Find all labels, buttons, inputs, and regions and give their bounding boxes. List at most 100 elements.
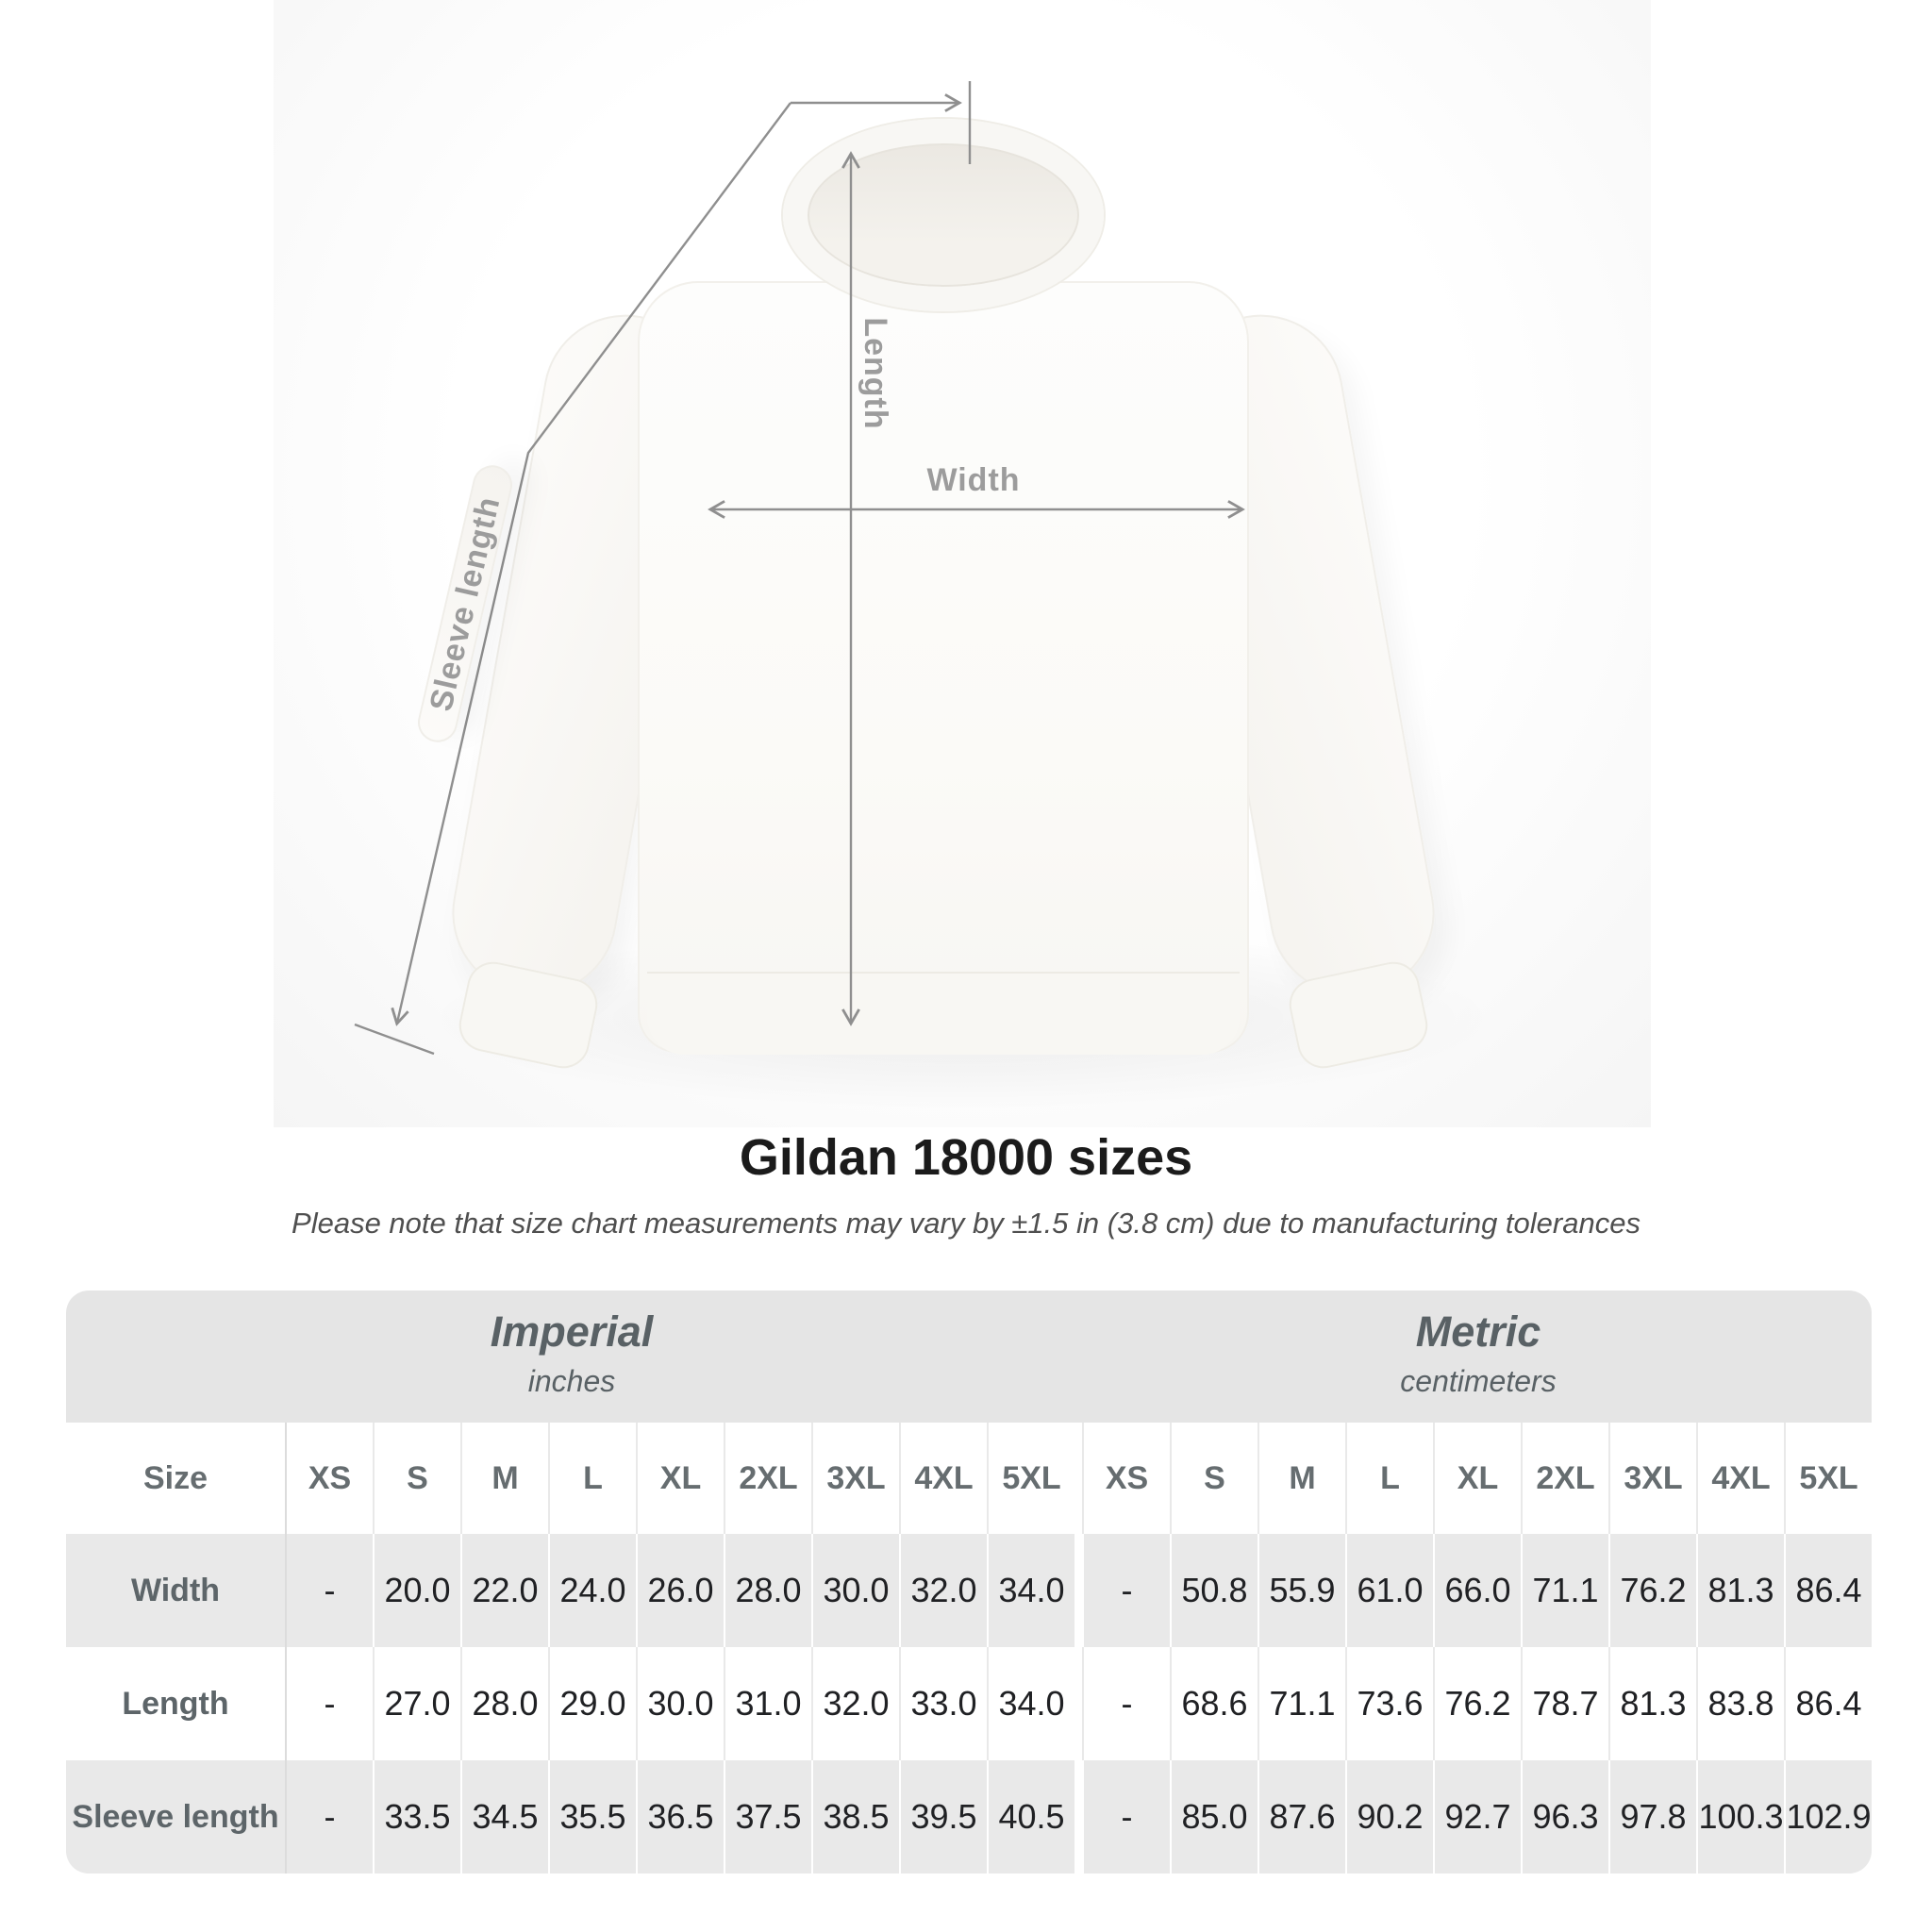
table-cell: 61.0 xyxy=(1345,1534,1433,1647)
table-cell: 37.5 xyxy=(724,1760,811,1874)
width-label: Width xyxy=(926,462,1021,498)
metric-group-unit: centimeters xyxy=(1400,1364,1557,1398)
table-cell: 50.8 xyxy=(1170,1534,1257,1647)
table-cell: 30.0 xyxy=(636,1647,724,1760)
size-header-cell: 2XL xyxy=(1521,1423,1608,1534)
table-cell: 26.0 xyxy=(636,1534,724,1647)
table-cell: 31.0 xyxy=(724,1647,811,1760)
table-cell: 76.2 xyxy=(1608,1534,1696,1647)
group-divider xyxy=(1074,1423,1082,1534)
size-header-cell: S xyxy=(1170,1423,1257,1534)
table-cell: 28.0 xyxy=(460,1647,548,1760)
table-cell: 81.3 xyxy=(1608,1647,1696,1760)
table-cell: 71.1 xyxy=(1257,1647,1345,1760)
table-cell: 100.3 xyxy=(1696,1760,1784,1874)
size-header-cell: XL xyxy=(1433,1423,1521,1534)
table-cell: 20.0 xyxy=(373,1534,460,1647)
table-cell: 34.0 xyxy=(987,1534,1074,1647)
table-cell: 27.0 xyxy=(373,1647,460,1760)
table-cell: 34.0 xyxy=(987,1647,1074,1760)
row-label: Width xyxy=(66,1534,285,1647)
table-cell: 102.9 xyxy=(1784,1760,1872,1874)
sleeve-measure-endbar xyxy=(354,1023,435,1056)
table-cell: 86.4 xyxy=(1784,1647,1872,1760)
table-cell: 71.1 xyxy=(1521,1534,1608,1647)
table-cell: 73.6 xyxy=(1345,1647,1433,1760)
table-cell: 39.5 xyxy=(899,1760,987,1874)
table-cell: - xyxy=(1082,1647,1170,1760)
table-cell: 38.5 xyxy=(811,1760,899,1874)
table-cell: 78.7 xyxy=(1521,1647,1608,1760)
table-cell: 83.8 xyxy=(1696,1647,1784,1760)
table-cell: 76.2 xyxy=(1433,1647,1521,1760)
size-header-cell: L xyxy=(548,1423,636,1534)
table-cell: 55.9 xyxy=(1257,1534,1345,1647)
table-cell: 32.0 xyxy=(899,1534,987,1647)
sweatshirt-hem-band xyxy=(647,972,1240,1055)
size-header-cell: 5XL xyxy=(1784,1423,1872,1534)
group-divider xyxy=(1074,1760,1082,1874)
length-label: Length xyxy=(858,317,893,430)
table-cell: 34.5 xyxy=(460,1760,548,1874)
imperial-group-title: Imperial xyxy=(490,1307,654,1356)
size-header-cell: 3XL xyxy=(811,1423,899,1534)
size-table-grid: Size XS S M L XL 2XL 3XL 4XL 5XL XS S M L XL 2XL 3XL 4XL 5… xyxy=(66,1423,1872,1874)
table-cell: - xyxy=(1082,1760,1170,1874)
size-header-cell: 3XL xyxy=(1608,1423,1696,1534)
table-cell: 22.0 xyxy=(460,1534,548,1647)
table-header-band: Imperial inches Metric centimeters xyxy=(66,1291,1872,1423)
imperial-group-unit: inches xyxy=(527,1364,616,1398)
table-cell: - xyxy=(285,1647,373,1760)
table-cell: 29.0 xyxy=(548,1647,636,1760)
table-cell: 92.7 xyxy=(1433,1760,1521,1874)
size-header-cell: 4XL xyxy=(1696,1423,1784,1534)
sweatshirt-body xyxy=(638,281,1249,1053)
table-cell: 90.2 xyxy=(1345,1760,1433,1874)
table-cell: 86.4 xyxy=(1784,1534,1872,1647)
table-cell: 36.5 xyxy=(636,1760,724,1874)
group-divider xyxy=(1074,1534,1082,1647)
table-cell: - xyxy=(285,1534,373,1647)
table-cell: 85.0 xyxy=(1170,1760,1257,1874)
table-cell: 33.5 xyxy=(373,1760,460,1874)
size-header-cell: M xyxy=(1257,1423,1345,1534)
tolerance-note: Please note that size chart measurements… xyxy=(291,1207,1641,1240)
table-cell: 96.3 xyxy=(1521,1760,1608,1874)
group-divider xyxy=(1074,1647,1082,1760)
table-cell: 81.3 xyxy=(1696,1534,1784,1647)
table-cell: 97.8 xyxy=(1608,1760,1696,1874)
sleeve-measure-line xyxy=(391,102,791,1026)
table-cell: 87.6 xyxy=(1257,1760,1345,1874)
page-title: Gildan 18000 sizes xyxy=(739,1129,1193,1186)
size-header-cell: S xyxy=(373,1423,460,1534)
table-cell: 66.0 xyxy=(1433,1534,1521,1647)
table-cell: 32.0 xyxy=(811,1647,899,1760)
table-cell: 68.6 xyxy=(1170,1647,1257,1760)
size-header-cell: M xyxy=(460,1423,548,1534)
measurement-lines xyxy=(354,81,1245,1056)
table-cell: 35.5 xyxy=(548,1760,636,1874)
table-cell: - xyxy=(1082,1534,1170,1647)
size-header-cell: 5XL xyxy=(987,1423,1074,1534)
row-label: Sleeve length xyxy=(66,1760,285,1874)
size-header-cell: 4XL xyxy=(899,1423,987,1534)
size-header-cell: L xyxy=(1345,1423,1433,1534)
title-block: Gildan 18000 sizes Please note that size… xyxy=(0,1128,1932,1241)
table-cell: 24.0 xyxy=(548,1534,636,1647)
product-photo: Length Width Sleeve length xyxy=(274,0,1651,1127)
size-table: Imperial inches Metric centimeters Size X… xyxy=(66,1291,1872,1874)
size-header-cell: 2XL xyxy=(724,1423,811,1534)
metric-group-header: Metric centimeters xyxy=(1085,1291,1872,1423)
size-header-cell: XS xyxy=(285,1423,373,1534)
table-cell: 30.0 xyxy=(811,1534,899,1647)
size-header-cell: XS xyxy=(1082,1423,1170,1534)
row-label: Length xyxy=(66,1647,285,1760)
size-header-cell: XL xyxy=(636,1423,724,1534)
table-cell: 33.0 xyxy=(899,1647,987,1760)
size-column-header: Size xyxy=(66,1423,285,1534)
table-cell: 40.5 xyxy=(987,1760,1074,1874)
imperial-group-header: Imperial inches xyxy=(66,1291,1077,1423)
metric-group-title: Metric xyxy=(1415,1307,1541,1356)
table-cell: - xyxy=(285,1760,373,1874)
table-cell: 28.0 xyxy=(724,1534,811,1647)
